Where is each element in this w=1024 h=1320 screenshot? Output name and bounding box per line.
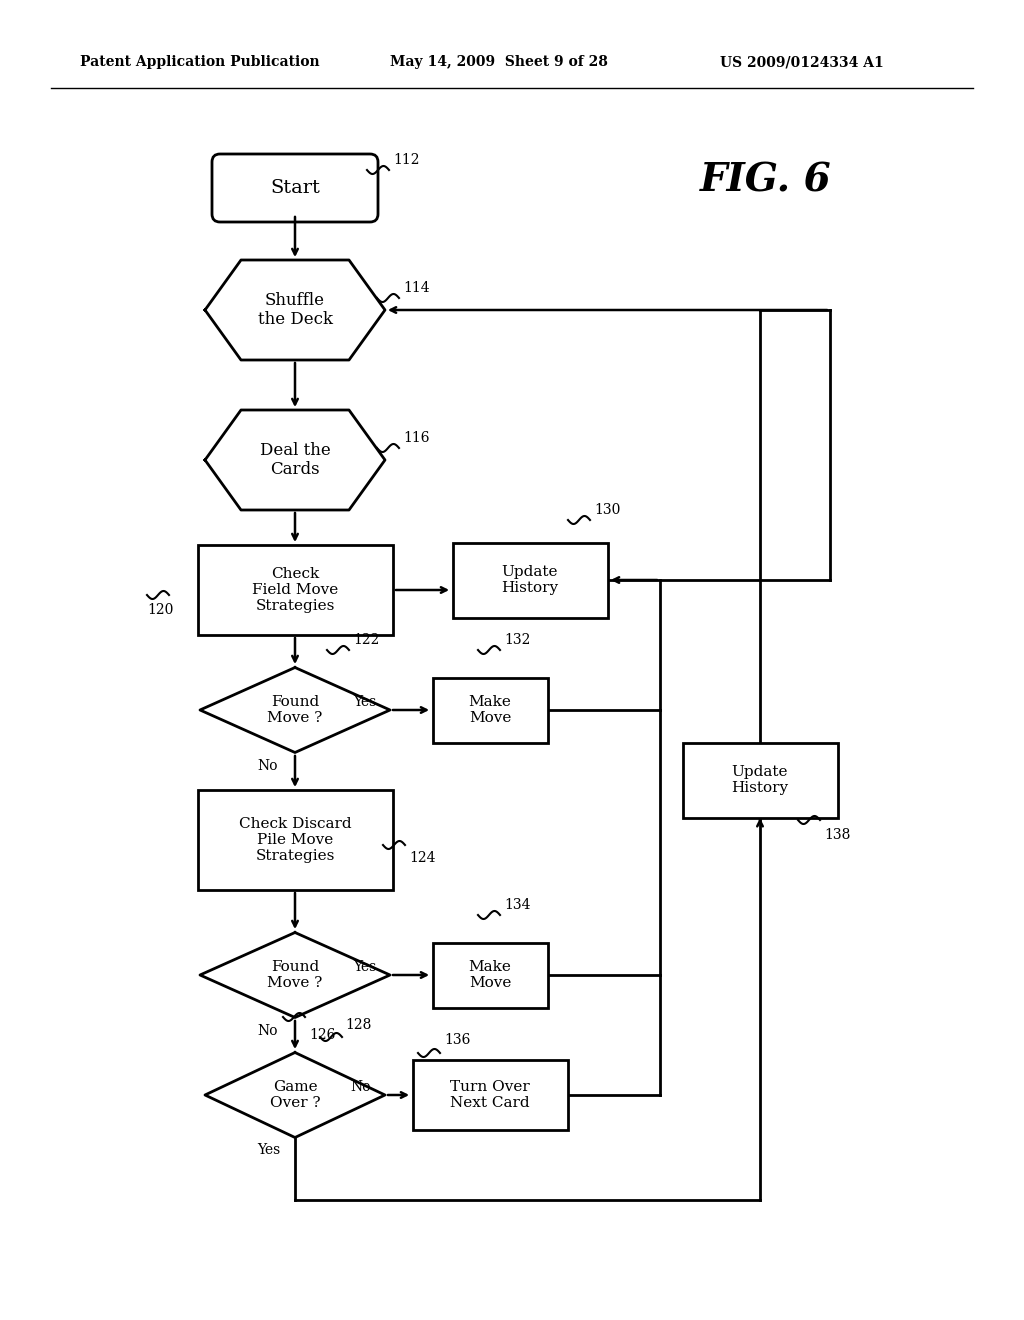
Text: No: No: [257, 1024, 278, 1038]
Bar: [413, 1060, 567, 1130]
Text: 138: 138: [824, 828, 850, 842]
Text: Game
Over ?: Game Over ?: [269, 1080, 321, 1110]
Bar: [453, 543, 607, 618]
Text: Check
Field Move
Strategies: Check Field Move Strategies: [252, 566, 338, 614]
Text: 120: 120: [147, 603, 173, 616]
Bar: [198, 789, 392, 890]
Bar: [432, 942, 548, 1007]
Text: 132: 132: [504, 634, 530, 647]
Text: Yes: Yes: [353, 960, 376, 974]
Text: Yes: Yes: [257, 1143, 281, 1158]
Text: 130: 130: [594, 503, 621, 517]
Text: 116: 116: [403, 432, 429, 445]
Text: Start: Start: [270, 180, 319, 197]
Text: 112: 112: [393, 153, 420, 168]
Polygon shape: [200, 932, 390, 1018]
Polygon shape: [205, 260, 385, 360]
Text: 126: 126: [309, 1028, 336, 1041]
FancyBboxPatch shape: [212, 154, 378, 222]
Text: 124: 124: [409, 851, 435, 865]
Text: Make
Move: Make Move: [469, 960, 511, 990]
Text: 122: 122: [353, 634, 379, 647]
Bar: [683, 742, 838, 817]
Text: US 2009/0124334 A1: US 2009/0124334 A1: [720, 55, 884, 69]
Bar: [198, 545, 392, 635]
Text: Update
History: Update History: [502, 565, 558, 595]
Text: Found
Move ?: Found Move ?: [267, 694, 323, 725]
Text: No: No: [257, 759, 278, 774]
Text: Found
Move ?: Found Move ?: [267, 960, 323, 990]
Polygon shape: [200, 668, 390, 752]
Text: Yes: Yes: [353, 696, 376, 709]
Text: Update
History: Update History: [731, 764, 788, 795]
Text: 128: 128: [345, 1018, 372, 1032]
Text: May 14, 2009  Sheet 9 of 28: May 14, 2009 Sheet 9 of 28: [390, 55, 608, 69]
Text: 114: 114: [403, 281, 430, 294]
Text: No: No: [350, 1080, 371, 1094]
Text: 136: 136: [444, 1034, 470, 1047]
Text: Shuffle
the Deck: Shuffle the Deck: [257, 292, 333, 329]
Polygon shape: [205, 411, 385, 510]
Text: Turn Over
Next Card: Turn Over Next Card: [451, 1080, 529, 1110]
Text: Check Discard
Pile Move
Strategies: Check Discard Pile Move Strategies: [239, 817, 351, 863]
Text: Make
Move: Make Move: [469, 694, 511, 725]
Text: 134: 134: [504, 898, 530, 912]
Text: FIG. 6: FIG. 6: [700, 161, 831, 199]
Text: Deal the
Cards: Deal the Cards: [260, 442, 331, 478]
Bar: [432, 677, 548, 742]
Polygon shape: [205, 1052, 385, 1138]
Text: Patent Application Publication: Patent Application Publication: [80, 55, 319, 69]
